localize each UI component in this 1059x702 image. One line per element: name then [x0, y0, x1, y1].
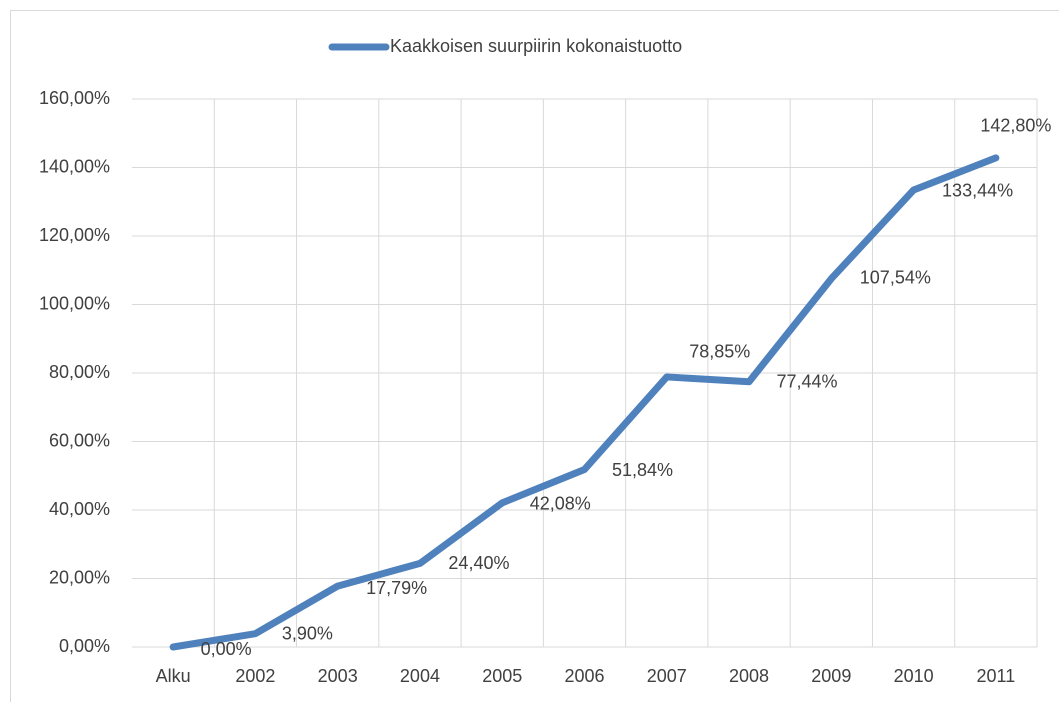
y-tick-label: 120,00%: [39, 225, 110, 245]
data-label: 107,54%: [860, 267, 931, 287]
y-tick-label: 80,00%: [49, 362, 110, 382]
chart-frame: [10, 10, 1059, 702]
line-series: [169, 154, 1000, 651]
x-tick-label: 2007: [647, 666, 687, 686]
data-label: 133,44%: [942, 181, 1013, 201]
y-tick-label: 100,00%: [39, 293, 110, 313]
data-label: 0,00%: [201, 639, 252, 659]
x-tick-label: 2011: [977, 666, 1016, 686]
legend-label: Kaakkoisen suurpiirin kokonaistuotto: [390, 36, 682, 56]
y-tick-label: 160,00%: [39, 88, 110, 108]
data-label: 42,08%: [530, 494, 591, 514]
y-tick-label: 0,00%: [59, 636, 110, 656]
x-tick-label: 2009: [811, 666, 851, 686]
y-tick-label: 60,00%: [49, 430, 110, 450]
x-tick-label: 2003: [318, 666, 358, 686]
data-label: 3,90%: [282, 623, 333, 643]
y-tick-label: 140,00%: [39, 156, 110, 176]
y-tick-label: 20,00%: [49, 567, 110, 587]
data-label: 17,79%: [366, 578, 427, 598]
data-label: 78,85%: [689, 342, 750, 362]
x-tick-label: 2005: [482, 666, 522, 686]
data-label: 142,80%: [980, 116, 1051, 136]
data-label: 24,40%: [448, 553, 509, 573]
x-tick-label: 2006: [564, 666, 604, 686]
x-tick-label: 2010: [894, 666, 934, 686]
data-label: 77,44%: [777, 372, 838, 392]
x-tick-label: 2008: [729, 666, 769, 686]
x-tick-label: 2002: [235, 666, 275, 686]
data-label: 51,84%: [612, 460, 673, 480]
x-tick-label: Alku: [156, 666, 191, 686]
x-tick-label: 2004: [400, 666, 440, 686]
y-tick-label: 40,00%: [49, 499, 110, 519]
